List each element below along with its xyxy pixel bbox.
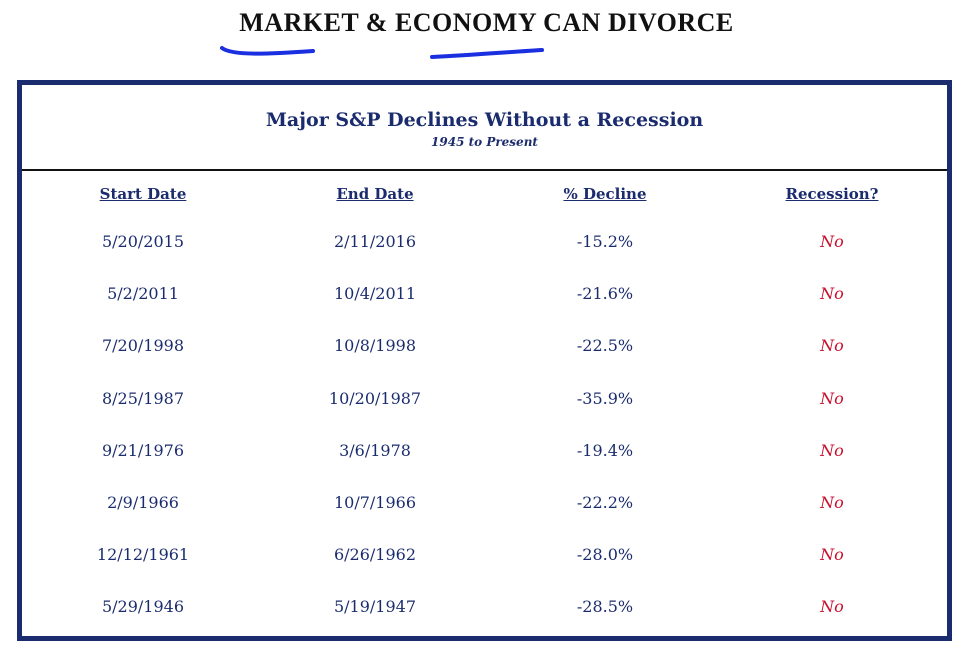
column-header-recession: Recession? — [785, 185, 879, 203]
start-date-cell: 12/12/1961 — [96, 545, 190, 565]
end-date-cell: 10/20/1987 — [328, 388, 422, 408]
end-date-cell: 6/26/1962 — [333, 545, 417, 565]
recession-cell: No — [820, 336, 844, 356]
column-header-decline: % Decline — [563, 185, 647, 203]
end-date-cell: 10/7/1966 — [333, 492, 417, 512]
decline-cell: -28.5% — [576, 597, 634, 617]
start-date-cell: 8/25/1987 — [101, 388, 185, 408]
decline-cell: -21.6% — [576, 284, 634, 304]
recession-cell: No — [820, 232, 844, 251]
column-header-end-date: End Date — [336, 185, 414, 203]
start-date-cell: 5/20/2015 — [101, 232, 185, 251]
start-date-cell: 5/2/2011 — [107, 284, 179, 304]
recession-cell: No — [820, 284, 844, 304]
start-date-cell: 7/20/1998 — [101, 336, 185, 356]
start-date-cell: 9/21/1976 — [101, 440, 185, 460]
end-date-cell: 10/8/1998 — [333, 336, 417, 356]
table-row: 8/25/1987 10/20/1987 -35.9% No — [22, 389, 947, 441]
start-date-cell: 5/29/1946 — [101, 597, 185, 617]
decline-cell: -35.9% — [576, 388, 634, 408]
decline-cell: -19.4% — [576, 440, 634, 460]
declines-table: Major S&P Declines Without a Recession 1… — [17, 80, 952, 641]
table-row: 12/12/1961 6/26/1962 -28.0% No — [22, 545, 947, 597]
table-row: 5/20/2015 2/11/2016 -15.2% No — [22, 232, 947, 284]
decline-cell: -22.5% — [576, 336, 634, 356]
table-title: Major S&P Declines Without a Recession — [265, 109, 704, 131]
end-date-cell: 3/6/1978 — [339, 440, 411, 460]
column-headers: Start Date End Date % Decline Recession? — [22, 185, 947, 211]
decline-cell: -28.0% — [576, 545, 634, 565]
end-date-cell: 5/19/1947 — [333, 597, 417, 617]
underline-stroke-left — [220, 46, 315, 56]
column-header-start-date: Start Date — [99, 185, 187, 203]
end-date-cell: 10/4/2011 — [333, 284, 417, 304]
table-row: 5/2/2011 10/4/2011 -21.6% No — [22, 284, 947, 336]
page-title: MARKET & ECONOMY CAN DIVORCE — [239, 8, 734, 37]
end-date-cell: 2/11/2016 — [333, 232, 417, 251]
decline-cell: -15.2% — [576, 232, 634, 251]
decline-cell: -22.2% — [576, 492, 634, 512]
recession-cell: No — [820, 492, 844, 512]
table-body: 5/20/2015 2/11/2016 -15.2% No 5/2/2011 1… — [22, 232, 947, 650]
recession-cell: No — [820, 545, 844, 565]
recession-cell: No — [820, 440, 844, 460]
table-subtitle: 1945 to Present — [431, 135, 538, 149]
handwritten-underline-annotation — [220, 46, 544, 59]
start-date-cell: 2/9/1966 — [107, 492, 179, 512]
recession-cell: No — [820, 388, 844, 408]
table-row: 9/21/1976 3/6/1978 -19.4% No — [22, 441, 947, 493]
underline-stroke-right — [430, 48, 544, 59]
table-row: 5/29/1946 5/19/1947 -28.5% No — [22, 597, 947, 649]
recession-cell: No — [820, 597, 844, 617]
table-header: Major S&P Declines Without a Recession 1… — [22, 85, 947, 171]
table-row: 2/9/1966 10/7/1966 -22.2% No — [22, 493, 947, 545]
table-row: 7/20/1998 10/8/1998 -22.5% No — [22, 336, 947, 388]
